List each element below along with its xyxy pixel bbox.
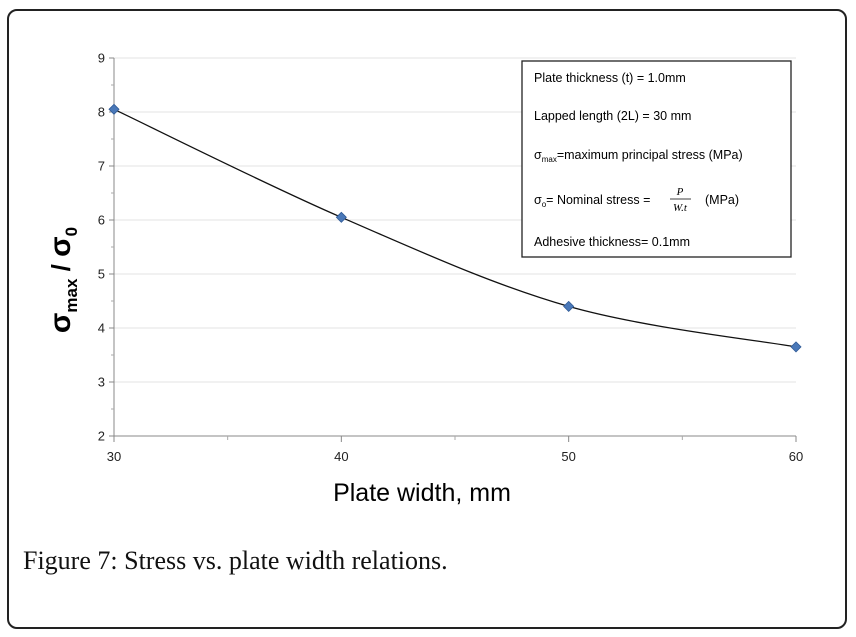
y-tick-label-4: 4 [98,321,105,336]
figure-caption: Figure 7: Stress vs. plate width relatio… [23,546,448,576]
annotation-sub-o: o [542,200,547,209]
data-point-30 [108,103,120,115]
annotation-sigma-max-text: =maximum principal stress (MPa) [557,148,743,162]
figure-frame [7,9,847,629]
annotation-nominal-text: = Nominal stress = [546,193,650,207]
annotation-nominal-stress: σo= Nominal stress = [534,193,650,209]
x-tick-label-60: 60 [789,449,803,464]
caption-text: : Stress vs. plate width relations. [110,546,448,575]
y-tick-label-2: 2 [98,429,105,444]
annotation-adhesive-thickness: Adhesive thickness= 0.1mm [534,235,690,249]
y-tick-label-3: 3 [98,375,105,390]
caption-label: Figure 7 [23,546,111,575]
ticks: 2 3 4 5 6 7 8 9 30 40 50 60 [98,51,803,465]
y-label-sigma: σ [44,313,77,334]
y-label-sub-0: 0 [62,227,81,236]
annotation-box: Plate thickness (t) = 1.0mm Lapped lengt… [521,60,792,258]
y-tick-label-5: 5 [98,267,105,282]
y-axis-label: σmax / σ0 [44,227,81,333]
series-line [113,108,797,348]
y-tick-label-6: 6 [98,213,105,228]
annotation-sigma-max: σmax=maximum principal stress (MPa) [534,148,743,164]
x-tick-label-50: 50 [561,449,575,464]
y-label-sub-max: max [62,278,81,313]
annotation-thickness: Plate thickness (t) = 1.0mm [534,71,686,85]
y-tick-label-9: 9 [98,51,105,66]
chart: 2 3 4 5 6 7 8 9 30 40 50 60 Plate width, mm σmax / … [44,51,803,508]
annotation-sub-max: max [542,155,557,164]
annotation-lapped-length: Lapped length (2L) = 30 mm [534,109,691,123]
x-axis-label: Plate width, mm [333,479,511,507]
svg-text:σmax / σ0: σmax / σ0 [44,227,81,333]
x-tick-label-30: 30 [107,449,121,464]
y-label-sigma-2: σ [44,236,77,257]
annotation-fraction-denominator: W.t [673,202,688,214]
y-label-slash: / [46,257,76,279]
data-point-50 [563,300,575,312]
annotation-fraction-numerator: P [676,186,684,198]
x-tick-label-40: 40 [334,449,348,464]
data-point-60 [790,341,802,353]
data-point-40 [335,211,347,223]
y-tick-label-7: 7 [98,159,105,174]
series-markers [108,103,802,353]
y-tick-label-8: 8 [98,105,105,120]
annotation-sigma-o-symbol: σ [534,193,542,207]
annotation-unit: (MPa) [705,193,739,207]
annotation-sigma-symbol: σ [534,148,542,162]
